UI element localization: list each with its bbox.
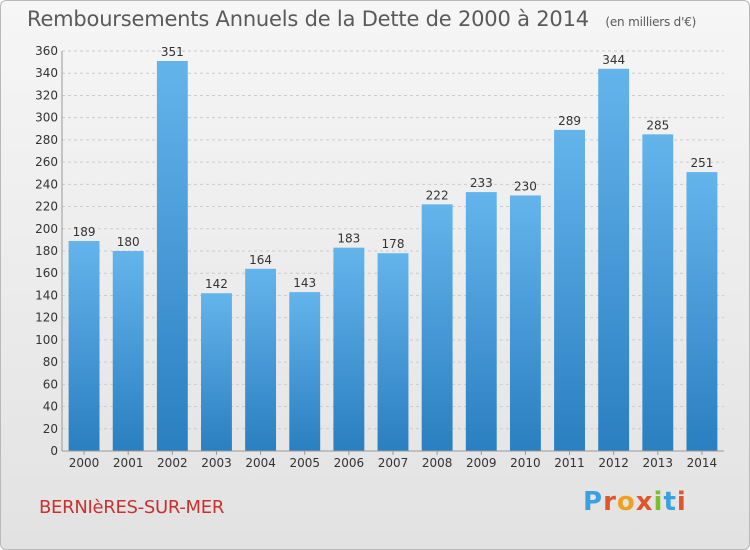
x-tick-label-2012: 2012 [598,456,629,470]
bar-2006[interactable] [333,247,365,451]
y-tick-label: 240 [35,177,58,191]
x-tick-label-2002: 2002 [157,456,188,470]
y-tick-label: 120 [35,311,58,325]
city-name: BERNIèRES-SUR-MER [39,497,225,518]
bar-2011[interactable] [554,129,585,451]
data-label-2003: 142 [205,277,228,291]
x-tick-label-2007: 2007 [378,456,409,470]
x-tick-label-2010: 2010 [510,456,541,470]
data-label-2000: 189 [73,225,96,239]
logo-letter: x [635,487,654,517]
logo-letter: i [676,487,687,517]
data-label-2014: 251 [690,156,713,170]
logo-letter: o [616,487,636,517]
bar-2001[interactable] [112,251,144,451]
axes: 0 20 40 60 80 100 120 140 160 180 200 220 240 260 280 3… [35,44,724,470]
bar-2012[interactable] [598,68,630,452]
bar-2014[interactable] [686,172,718,451]
x-tick-label-2005: 2005 [289,456,320,470]
data-label-2011: 289 [558,114,581,128]
y-tick-label: 80 [43,355,58,369]
y-tick-label: 300 [35,111,58,125]
data-label-2010: 230 [514,179,537,193]
x-tick-label-2006: 2006 [334,456,365,470]
data-label-2001: 180 [117,235,140,249]
x-tick-label-2001: 2001 [113,456,144,470]
y-tick-label: 180 [35,244,58,258]
y-tick-label: 280 [35,133,58,147]
data-labels: 189 180 351 142 164 143 183 178 222 233 230 289 344 2… [73,45,714,291]
x-tick-label-2009: 2009 [466,456,497,470]
y-tick-label: 320 [35,88,58,102]
y-tick-label: 220 [35,200,58,214]
bar-2002[interactable] [156,61,188,451]
data-label-2008: 222 [426,188,449,202]
logo-letter: P [583,487,604,517]
x-tick-label-2014: 2014 [687,456,718,470]
title-unit: (en milliers d'€) [605,15,697,29]
bar-2005[interactable] [289,292,321,451]
y-tick-label: 40 [43,400,58,414]
data-label-2006: 183 [337,232,360,246]
x-tick-label-2003: 2003 [201,456,232,470]
bar-2010[interactable] [509,195,541,451]
logo-letter: t [663,487,677,517]
bar-2007[interactable] [377,253,409,451]
chart-title: Remboursements Annuels de la Dette de 20… [27,7,696,31]
bar-2013[interactable] [642,134,674,452]
y-tick-label: 360 [35,44,58,58]
y-tick-label: 160 [35,266,58,280]
y-tick-label: 340 [35,66,58,80]
bar-2008[interactable] [421,204,453,451]
data-label-2013: 285 [646,118,669,132]
bar-2004[interactable] [245,268,277,451]
y-tick-label: 0 [50,444,58,458]
y-tick-label: 200 [35,222,58,236]
x-tick-label-2004: 2004 [245,456,276,470]
x-tick-label-2013: 2013 [643,456,674,470]
x-tick-label-2000: 2000 [69,456,100,470]
y-tick-label: 100 [35,333,58,347]
y-tick-label: 60 [43,377,58,391]
bar-2000[interactable] [68,241,100,451]
y-tick-label: 260 [35,155,58,169]
bar-2009[interactable] [465,192,497,451]
y-tick-label: 20 [43,422,58,436]
data-label-2007: 178 [382,237,405,251]
data-label-2012: 344 [602,53,625,67]
x-tick-label-2011: 2011 [554,456,585,470]
data-label-2009: 233 [470,176,493,190]
bars [68,61,718,452]
logo-letter: i [653,487,664,517]
data-label-2005: 143 [293,276,316,290]
bar-2003[interactable] [201,293,232,451]
proxiti-logo[interactable]: Proxiti [583,487,687,517]
x-tick-label-2008: 2008 [422,456,453,470]
logo-letter: r [603,487,617,517]
data-label-2004: 164 [249,253,272,267]
y-tick-label: 140 [35,288,58,302]
data-label-2002: 351 [161,45,184,59]
title-text: Remboursements Annuels de la Dette de 20… [27,7,589,31]
